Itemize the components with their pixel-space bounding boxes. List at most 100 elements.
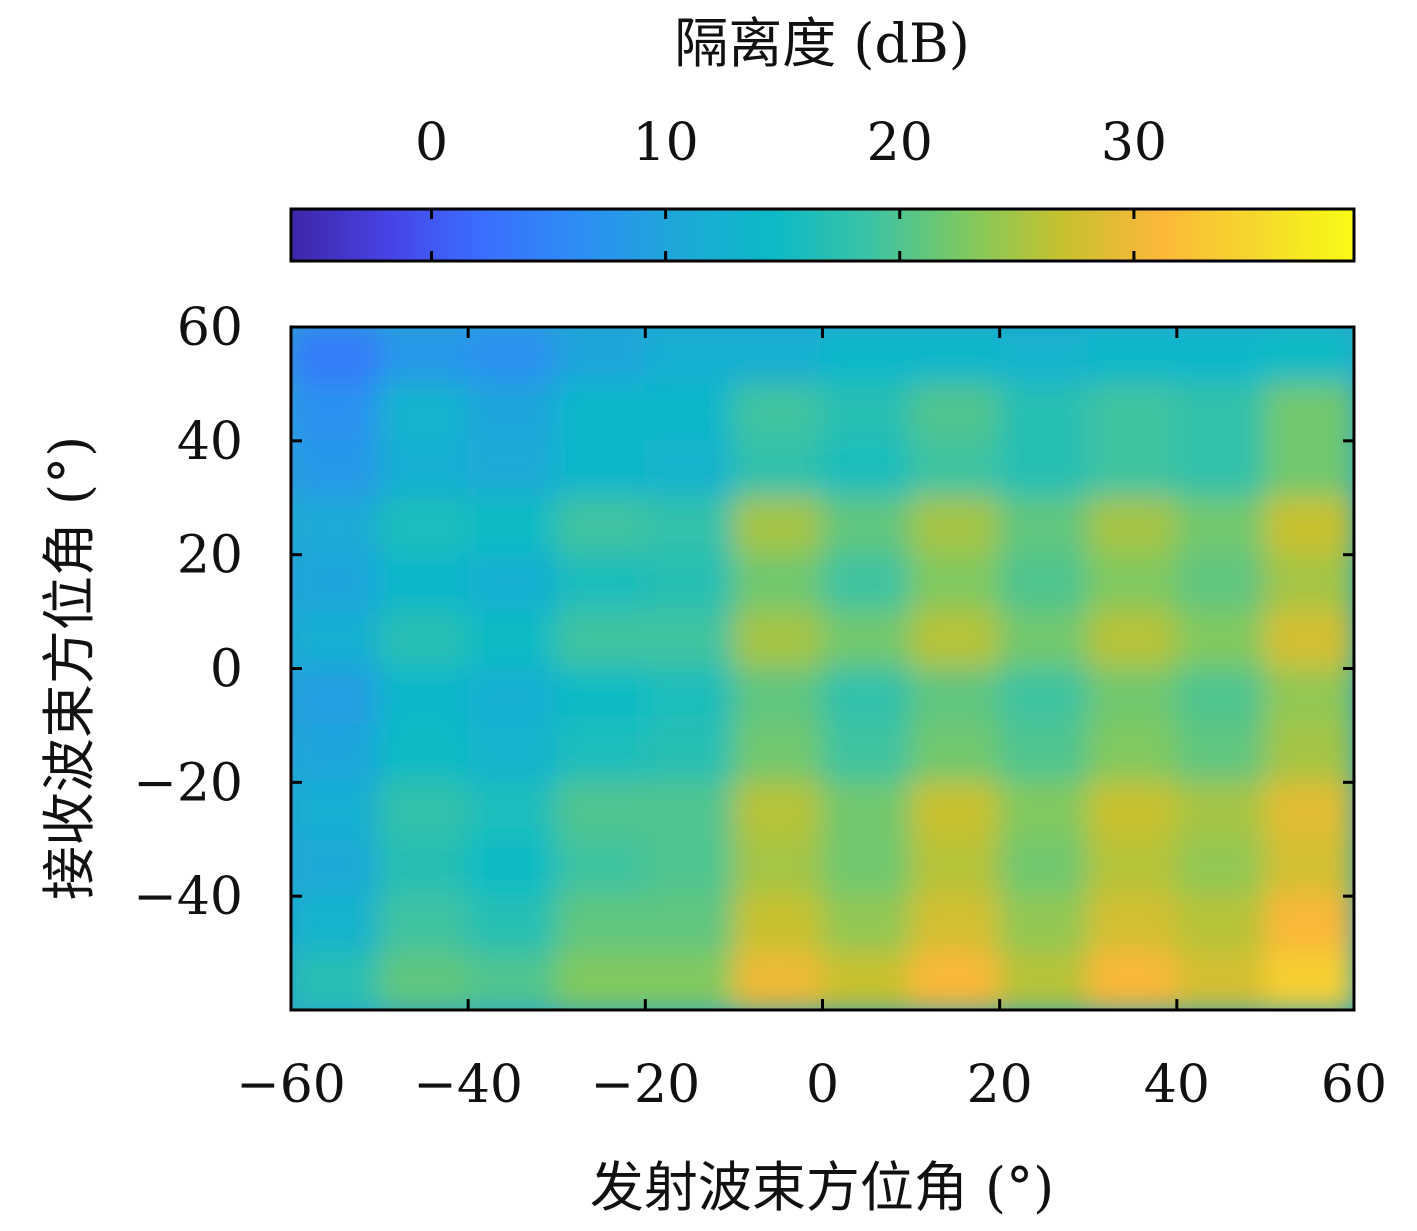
heatmap-cell <box>821 781 913 841</box>
y-axis-label: 接收波束方位角 (°) <box>38 436 101 900</box>
heatmap-cell <box>555 327 647 385</box>
heatmap-cell <box>467 327 558 385</box>
heatmap-cell <box>378 553 470 613</box>
colorbar-gradient <box>291 209 1354 261</box>
x-tick-label: −40 <box>413 1055 523 1115</box>
heatmap-cell <box>1175 610 1267 670</box>
heatmap-cell <box>555 952 647 1010</box>
heatmap-cell <box>467 439 558 499</box>
heatmap-cell <box>467 781 558 841</box>
x-tick-label: 0 <box>806 1055 839 1115</box>
heatmap-cell <box>1087 382 1178 442</box>
heatmap-cell <box>732 667 824 727</box>
heatmap-cell <box>1087 327 1178 385</box>
heatmap-cell <box>821 610 913 670</box>
heatmap-cell <box>910 327 1001 385</box>
heatmap-cell <box>467 496 558 556</box>
y-tick-label: −20 <box>133 753 243 813</box>
heatmap-cell <box>821 838 913 898</box>
heatmap-cell <box>1175 327 1267 385</box>
heatmap-cell <box>291 553 381 613</box>
heatmap-cell <box>910 496 1001 556</box>
heatmap-cell <box>378 724 470 784</box>
heatmap-cell <box>1264 781 1354 841</box>
heatmap-cell <box>1175 553 1267 613</box>
colorbar-frame <box>289 207 1356 263</box>
heatmap-cell <box>291 895 381 955</box>
heatmap-cell <box>910 382 1001 442</box>
x-axis-label: 发射波束方位角 (°) <box>590 1156 1054 1219</box>
heatmap-cell <box>378 667 470 727</box>
heatmap-cell <box>821 327 913 385</box>
heatmap-cell <box>1264 496 1354 556</box>
heatmap-cell <box>998 895 1090 955</box>
heatmap-cell <box>291 439 381 499</box>
heatmap-cell <box>821 952 913 1010</box>
heatmap-cell <box>378 838 470 898</box>
heatmap-cell <box>821 724 913 784</box>
heatmap-cell <box>1175 724 1267 784</box>
heatmap-cell <box>998 724 1090 784</box>
heatmap-cell <box>732 327 824 385</box>
heatmap-cells <box>291 327 1354 1010</box>
y-tick-label: 40 <box>177 412 243 472</box>
heatmap-cell <box>1175 496 1267 556</box>
heatmap-cell <box>821 496 913 556</box>
heatmap-cell <box>555 724 647 784</box>
heatmap-cell <box>910 838 1001 898</box>
y-tick-label: −40 <box>133 867 243 927</box>
heatmap-cell <box>291 724 381 784</box>
heatmap-cell <box>910 895 1001 955</box>
colorbar-tick-label: 0 <box>415 113 448 173</box>
heatmap-cell <box>378 610 470 670</box>
x-axis-ticks: −60 −40 −20 0 20 40 60 <box>236 327 1387 1115</box>
heatmap-cell <box>998 327 1090 385</box>
heatmap-cell <box>467 952 558 1010</box>
heatmap-cell <box>998 667 1090 727</box>
heatmap-cell <box>378 439 470 499</box>
heatmap-cell <box>998 382 1090 442</box>
heatmap-cell <box>378 952 470 1010</box>
heatmap-cell <box>1264 610 1354 670</box>
heatmap-cell <box>821 382 913 442</box>
heatmap-cell <box>644 781 735 841</box>
heatmap-cell <box>467 667 558 727</box>
heatmap-cell <box>1087 496 1178 556</box>
y-axis-ticks: 60 40 20 0 −20 −40 <box>133 298 1354 927</box>
heatmap-cell <box>467 724 558 784</box>
heatmap-cell <box>998 781 1090 841</box>
heatmap-cell <box>821 667 913 727</box>
heatmap-cell <box>910 781 1001 841</box>
heatmap-cell <box>555 382 647 442</box>
heatmap-cell <box>732 724 824 784</box>
heatmap-cell <box>291 327 381 385</box>
heatmap-cell <box>998 838 1090 898</box>
heatmap-cell <box>378 327 470 385</box>
heatmap-cell <box>378 496 470 556</box>
colorbar-tick-label: 20 <box>867 113 933 173</box>
heatmap-cell <box>291 952 381 1010</box>
heatmap-cell <box>555 667 647 727</box>
colorbar-label: 隔离度 (dB) <box>674 12 970 75</box>
heatmap-cell <box>555 781 647 841</box>
heatmap-cell <box>291 382 381 442</box>
x-tick-label: 20 <box>967 1055 1033 1115</box>
heatmap-cell <box>1175 667 1267 727</box>
heatmap-cell <box>732 553 824 613</box>
heatmap-cell <box>910 553 1001 613</box>
heatmap-cell <box>732 610 824 670</box>
heatmap-cell <box>1087 838 1178 898</box>
heatmap-cell <box>467 382 558 442</box>
heatmap-cell <box>467 610 558 670</box>
heatmap-cell <box>821 439 913 499</box>
heatmap-cell <box>467 838 558 898</box>
colorbar: 0 10 20 30 <box>289 113 1356 263</box>
x-tick-label: 60 <box>1321 1055 1387 1115</box>
heatmap-cell <box>1264 724 1354 784</box>
heatmap-cell <box>291 667 381 727</box>
heatmap-cell <box>1264 382 1354 442</box>
heatmap-cell <box>1175 838 1267 898</box>
heatmap-cell <box>1264 327 1354 385</box>
heatmap-cell <box>291 781 381 841</box>
heatmap-cell <box>291 610 381 670</box>
